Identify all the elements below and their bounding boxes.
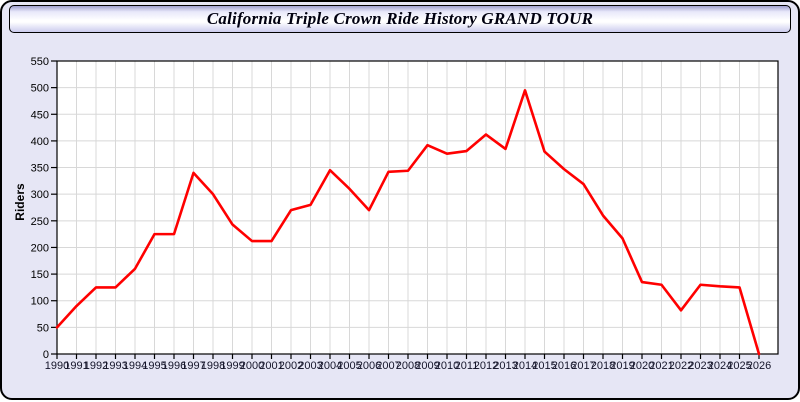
x-axis-tick-labels: 1990199119921993199419951996199719981999… <box>45 360 771 372</box>
svg-text:2012: 2012 <box>474 360 498 372</box>
svg-text:550: 550 <box>31 56 49 68</box>
svg-text:2014: 2014 <box>513 360 537 372</box>
svg-text:50: 50 <box>37 322 49 334</box>
chart-gridlines <box>57 61 778 354</box>
svg-text:500: 500 <box>31 83 49 95</box>
svg-text:2001: 2001 <box>259 360 283 372</box>
svg-text:2026: 2026 <box>747 360 771 372</box>
svg-text:250: 250 <box>31 216 49 228</box>
svg-text:400: 400 <box>31 136 49 148</box>
window-title: California Triple Crown Ride History GRA… <box>206 9 594 28</box>
svg-text:2023: 2023 <box>688 360 712 372</box>
svg-text:2025: 2025 <box>727 360 751 372</box>
svg-text:2000: 2000 <box>240 360 264 372</box>
svg-text:2018: 2018 <box>591 360 615 372</box>
svg-text:2009: 2009 <box>415 360 439 372</box>
svg-text:1994: 1994 <box>123 360 147 372</box>
y-axis-tick-labels: 0 50 100 150 200 250 300 350 400 450 500 550 <box>31 56 49 361</box>
axis-ticks <box>51 60 760 359</box>
svg-text:Riders: Riders <box>13 183 27 221</box>
svg-text:2005: 2005 <box>337 360 361 372</box>
svg-text:2021: 2021 <box>649 360 673 372</box>
svg-text:450: 450 <box>31 109 49 121</box>
svg-text:2007: 2007 <box>376 360 400 372</box>
window-title-bar: California Triple Crown Ride History GRA… <box>9 5 791 33</box>
svg-text:100: 100 <box>31 296 49 308</box>
svg-text:350: 350 <box>31 163 49 175</box>
svg-text:1998: 1998 <box>201 360 225 372</box>
svg-text:1995: 1995 <box>142 360 166 372</box>
svg-text:2017: 2017 <box>571 360 595 372</box>
plot-frame <box>56 60 779 355</box>
svg-text:1992: 1992 <box>84 360 108 372</box>
svg-text:2002: 2002 <box>279 360 303 372</box>
svg-text:2020: 2020 <box>630 360 654 372</box>
svg-text:1997: 1997 <box>181 360 205 372</box>
svg-text:2008: 2008 <box>396 360 420 372</box>
svg-text:2016: 2016 <box>552 360 576 372</box>
svg-text:2024: 2024 <box>708 360 732 372</box>
svg-text:2015: 2015 <box>532 360 556 372</box>
svg-text:2010: 2010 <box>435 360 459 372</box>
svg-text:2004: 2004 <box>318 360 342 372</box>
svg-text:2003: 2003 <box>298 360 322 372</box>
svg-text:1990: 1990 <box>45 360 69 372</box>
svg-text:2019: 2019 <box>610 360 634 372</box>
svg-text:150: 150 <box>31 269 49 281</box>
plot-background <box>57 61 778 354</box>
svg-text:0: 0 <box>43 349 49 361</box>
riders-line-series <box>55 89 761 356</box>
y-axis-title: Riders <box>13 183 27 221</box>
svg-text:2006: 2006 <box>357 360 381 372</box>
svg-text:2013: 2013 <box>493 360 517 372</box>
svg-text:300: 300 <box>31 189 49 201</box>
svg-text:200: 200 <box>31 242 49 254</box>
svg-text:2011: 2011 <box>455 360 479 372</box>
svg-text:1999: 1999 <box>220 360 244 372</box>
svg-text:2022: 2022 <box>669 360 693 372</box>
svg-text:1996: 1996 <box>162 360 186 372</box>
svg-text:1993: 1993 <box>103 360 127 372</box>
svg-text:1991: 1991 <box>64 360 88 372</box>
